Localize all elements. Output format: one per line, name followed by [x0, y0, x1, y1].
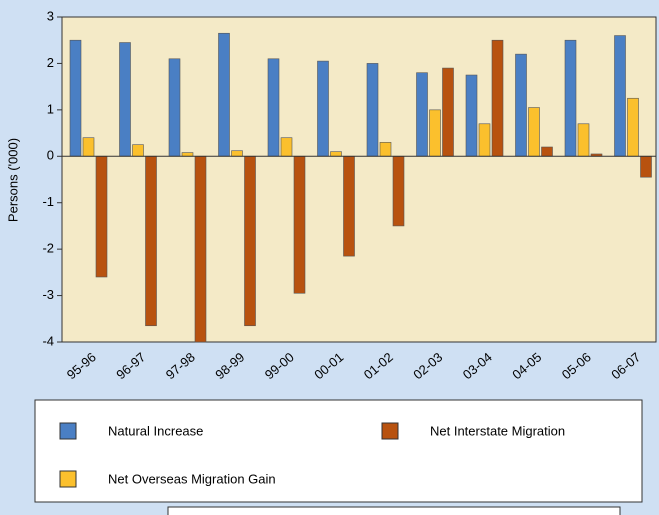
bar — [317, 60, 329, 157]
legend-label: Natural Increase — [108, 423, 203, 438]
bar — [181, 152, 194, 157]
plot-area — [61, 16, 657, 343]
bar — [478, 123, 491, 157]
legend-label: Net Overseas Migration Gain — [108, 471, 276, 486]
y-tick-label: 2 — [47, 55, 54, 70]
legend-swatch — [59, 470, 77, 488]
bar — [145, 155, 157, 327]
bar — [416, 72, 428, 157]
footer-box — [167, 506, 621, 515]
x-tick-label: 95-96 — [64, 349, 99, 382]
bar — [491, 39, 504, 157]
bar — [614, 35, 626, 157]
x-tick-label: 00-01 — [311, 349, 346, 382]
bar — [132, 144, 144, 157]
bar — [194, 155, 207, 343]
y-tick-label: -2 — [42, 241, 54, 256]
bar — [95, 155, 108, 278]
bar — [267, 58, 280, 157]
y-axis-label: Persons ('000) — [5, 138, 20, 222]
x-tick-label: 03-04 — [460, 349, 495, 382]
y-tick-label: 3 — [47, 8, 54, 23]
bar — [541, 146, 553, 157]
x-tick-label: 01-02 — [361, 349, 396, 382]
bar — [528, 107, 540, 157]
legend-swatch — [381, 422, 399, 440]
x-tick-label: 97-98 — [163, 349, 198, 382]
bar — [640, 155, 652, 178]
x-tick-label: 04-05 — [509, 349, 544, 382]
legend-label: Net Interstate Migration — [430, 423, 565, 438]
legend — [34, 399, 643, 503]
bar — [465, 74, 478, 157]
bar — [330, 151, 342, 157]
bar — [366, 63, 379, 157]
bar — [442, 67, 454, 157]
y-tick-label: -4 — [42, 333, 54, 348]
bar — [218, 32, 230, 157]
x-tick-label: 02-03 — [410, 349, 445, 382]
bar — [515, 53, 527, 157]
x-tick-label: 99-00 — [262, 349, 297, 382]
y-tick-label: 0 — [47, 148, 54, 163]
bar — [429, 109, 441, 157]
bar — [231, 150, 243, 157]
bar — [293, 155, 306, 294]
bar — [244, 155, 256, 327]
bar — [627, 97, 639, 157]
x-tick-label: 96-97 — [113, 349, 148, 382]
bar — [280, 137, 293, 157]
y-tick-label: -3 — [42, 287, 54, 302]
y-tick-label: 1 — [47, 101, 54, 116]
bar — [577, 123, 590, 157]
bar — [82, 137, 95, 157]
x-tick-label: 05-06 — [559, 349, 594, 382]
bar — [343, 155, 355, 257]
bar — [119, 42, 131, 157]
x-tick-label: 98-99 — [212, 349, 247, 382]
x-tick-label: 06-07 — [608, 349, 643, 382]
bar — [392, 155, 405, 227]
legend-swatch — [59, 422, 77, 440]
bar — [69, 39, 82, 157]
y-tick-label: -1 — [42, 194, 54, 209]
bar — [379, 142, 392, 157]
bar — [564, 39, 577, 157]
bar — [168, 58, 181, 157]
